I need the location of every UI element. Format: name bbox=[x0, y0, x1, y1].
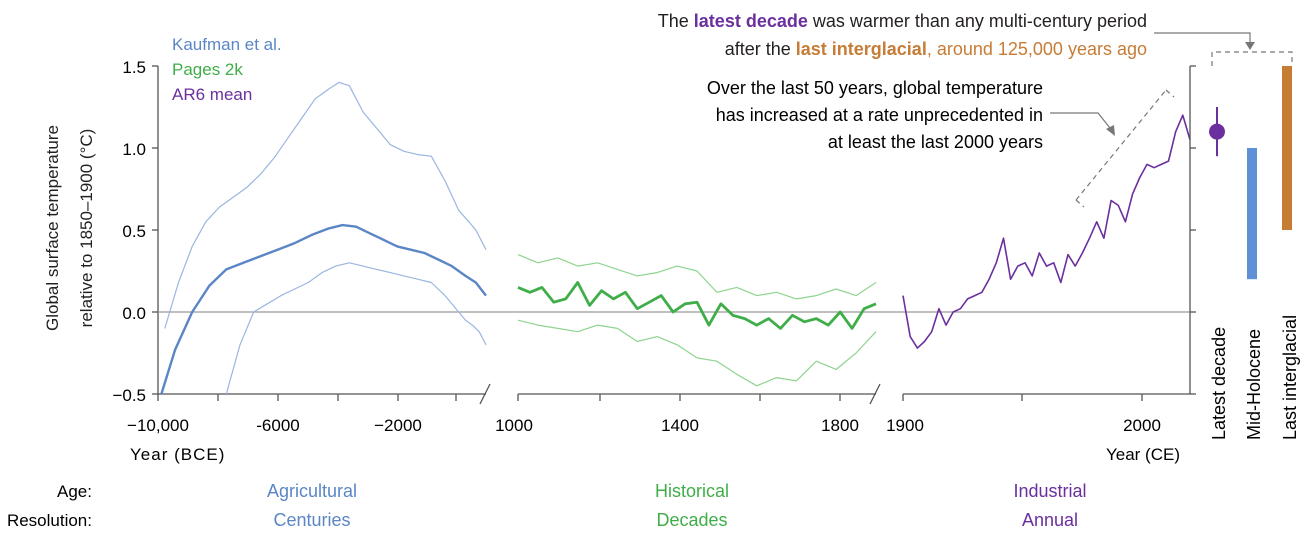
xlabel-ce: Year (CE) bbox=[1106, 445, 1180, 464]
legend-kaufman: Kaufman et al. bbox=[172, 35, 282, 54]
bars-layer bbox=[1209, 66, 1292, 280]
trend-dashed bbox=[1075, 89, 1167, 201]
x-tick-label: 2000 bbox=[1123, 416, 1161, 435]
series-line-pages-2k-upper bbox=[517, 254, 877, 300]
right-axis bbox=[1189, 65, 1196, 395]
trend-dashed-end bbox=[1075, 199, 1085, 208]
callout2-line1: Over the last 50 years, global temperatu… bbox=[707, 78, 1043, 98]
age-historical: Historical bbox=[655, 481, 729, 501]
x-tick-label: -6000 bbox=[256, 416, 299, 435]
range-bar-last-interglacial bbox=[1282, 66, 1292, 230]
callout1-highlight-latest: latest decade bbox=[694, 11, 808, 31]
x-tick-label: 1900 bbox=[886, 416, 924, 435]
left-axis bbox=[152, 65, 159, 395]
series-line-pages-2k bbox=[517, 281, 877, 330]
y-tick-label: −0.5 bbox=[112, 386, 146, 405]
x-tick-label: 1800 bbox=[821, 416, 859, 435]
x-tick-label: −2000 bbox=[374, 416, 422, 435]
xlabel-bce: Year (BCE) bbox=[130, 445, 225, 464]
series-line-ar6-mean bbox=[902, 114, 1191, 349]
legend-ar6: AR6 mean bbox=[172, 85, 252, 104]
y-tick-label: 1.0 bbox=[122, 140, 146, 159]
ylabel-line2: relative to 1850–1900 (°C) bbox=[77, 129, 96, 328]
callout2-line3: at least the last 2000 years bbox=[828, 132, 1043, 152]
series-line-pages-2k-lower bbox=[517, 319, 877, 387]
series-line-kaufman-et-al-upper bbox=[164, 81, 487, 329]
y-tick-label: 0.5 bbox=[122, 222, 146, 241]
res-agricultural: Centuries bbox=[273, 510, 350, 530]
y-tick-label: 0.0 bbox=[122, 304, 146, 323]
res-industrial: Annual bbox=[1022, 510, 1078, 530]
res-historical: Decades bbox=[656, 510, 727, 530]
ylabel-line1: Global surface temperature bbox=[43, 125, 62, 331]
series-line-kaufman-et-al-lower bbox=[225, 262, 487, 395]
resolution-label: Resolution: bbox=[7, 511, 92, 530]
latest-decade-point bbox=[1209, 123, 1225, 140]
trend-dashed-end bbox=[1165, 89, 1175, 98]
series-line-kaufman-et-al- bbox=[160, 223, 487, 395]
age-agricultural: Agricultural bbox=[267, 481, 357, 501]
range-bar-mid-holocene bbox=[1247, 148, 1257, 280]
callout1-line2: after the last interglacial, around 125,… bbox=[725, 39, 1147, 59]
callout1-arrow bbox=[1154, 32, 1255, 50]
bottom-axis-historical bbox=[517, 383, 881, 405]
x-tick-label: 1400 bbox=[661, 416, 699, 435]
bottom-axis-bce bbox=[157, 383, 491, 405]
age-label: Age: bbox=[57, 482, 92, 501]
bottom-axis-industrial bbox=[902, 393, 1190, 401]
bar-label-midholocene: Mid-Holocene bbox=[1244, 329, 1264, 440]
x-tick-label: 1000 bbox=[495, 416, 533, 435]
y-tick-label: 1.5 bbox=[122, 58, 146, 77]
bar-label-latest: Latest decade bbox=[1209, 327, 1229, 440]
y-tick-labels: 1.5 1.0 0.5 0.0 −0.5 bbox=[112, 58, 146, 405]
x-tick-label: −10,000 bbox=[127, 416, 189, 435]
bracket-dashed bbox=[1211, 51, 1293, 66]
legend-pages2k: Pages 2k bbox=[172, 60, 243, 79]
callout2-line2: has increased at a rate unprecedented in bbox=[716, 105, 1043, 125]
callout2-arrow bbox=[1050, 112, 1115, 136]
callout1-line1: The latest decade was warmer than any mu… bbox=[658, 11, 1147, 31]
age-industrial: Industrial bbox=[1013, 481, 1086, 501]
bar-label-interglacial: Last interglacial bbox=[1280, 315, 1300, 440]
callout1-highlight-interglacial: last interglacial bbox=[796, 39, 927, 59]
series-layer bbox=[160, 81, 1191, 395]
